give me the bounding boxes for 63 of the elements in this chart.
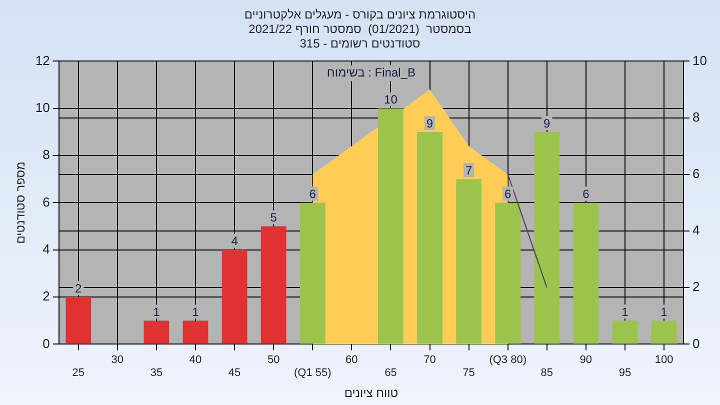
data-label: 1 xyxy=(192,304,200,319)
x-tick-label: 40 xyxy=(189,354,202,366)
x-tick-label: 75 xyxy=(462,367,475,380)
bar xyxy=(182,320,208,344)
y2-tick-label: 8 xyxy=(692,109,700,124)
y2-tick-label: 2 xyxy=(692,279,700,294)
y-axis-title: מספר סטודנטים xyxy=(14,162,28,244)
data-label: 6 xyxy=(582,187,590,202)
y-tick-label: 0 xyxy=(42,336,50,351)
data-label: 1 xyxy=(153,304,160,319)
x-tick-label: 85 xyxy=(540,367,554,380)
x-tick-label: 60 xyxy=(346,354,358,366)
annotation: בשימוח : Final_B xyxy=(326,66,416,80)
y2-tick-label: 6 xyxy=(692,166,700,181)
x-tick-label: 35 xyxy=(150,367,163,380)
bar xyxy=(456,179,482,344)
x-tick-label: 25 xyxy=(72,367,85,380)
text: סטודנטים רשומים - 315 xyxy=(300,36,420,50)
data-label: 6 xyxy=(504,187,512,202)
data-label: 6 xyxy=(309,187,316,202)
text: בסמסטר (01/2021) סמסטר חורף 2021/22 xyxy=(248,22,472,36)
data-label: 2 xyxy=(75,281,82,296)
bar xyxy=(300,202,326,344)
data-label: 5 xyxy=(270,210,278,225)
bar xyxy=(534,132,560,344)
bar xyxy=(651,320,677,344)
bar xyxy=(260,226,286,344)
bar xyxy=(144,320,170,344)
bar xyxy=(378,108,404,344)
bar xyxy=(495,202,521,344)
data-label: 4 xyxy=(231,234,238,248)
y2-tick-label: 4 xyxy=(692,222,700,238)
x-tick-label: (Q3 80) xyxy=(489,354,526,366)
x-tick-label: 45 xyxy=(228,367,241,380)
bar xyxy=(573,202,599,344)
data-label: 7 xyxy=(465,163,472,178)
data-label: 1 xyxy=(660,304,668,319)
data-label: 1 xyxy=(622,304,629,319)
y-tick-label: 2 xyxy=(42,288,50,304)
x-tick-label: 70 xyxy=(424,354,436,366)
bar xyxy=(612,320,638,344)
x-tick-label: 100 xyxy=(654,354,674,366)
x-tick-label: 50 xyxy=(267,354,280,366)
data-label: 9 xyxy=(426,116,434,130)
x-tick-label: (Q1 55) xyxy=(294,367,332,380)
x-tick-label: 30 xyxy=(111,354,124,366)
x-tick-label: 90 xyxy=(580,354,592,366)
y2-tick-label: 0 xyxy=(692,336,700,351)
y2-tick-label: 10 xyxy=(692,52,708,68)
y-tick-label: 10 xyxy=(35,100,50,115)
bar xyxy=(417,132,442,344)
x-axis-title: טווח ציונים xyxy=(344,386,398,400)
x-tick-label: 95 xyxy=(618,367,632,380)
y-tick-label: 6 xyxy=(42,194,50,210)
data-label: 9 xyxy=(544,116,551,130)
y-tick-label: 4 xyxy=(42,241,50,256)
x-tick-label: 65 xyxy=(384,367,397,380)
y-tick-label: 8 xyxy=(42,147,50,162)
bar xyxy=(222,250,248,344)
bar xyxy=(66,297,92,344)
y-tick-label: 12 xyxy=(35,52,50,68)
data-label: 10 xyxy=(384,92,398,107)
text: היסטוגרמת ציונים בקורס - מעגלים אלקטרוניים xyxy=(244,8,476,22)
